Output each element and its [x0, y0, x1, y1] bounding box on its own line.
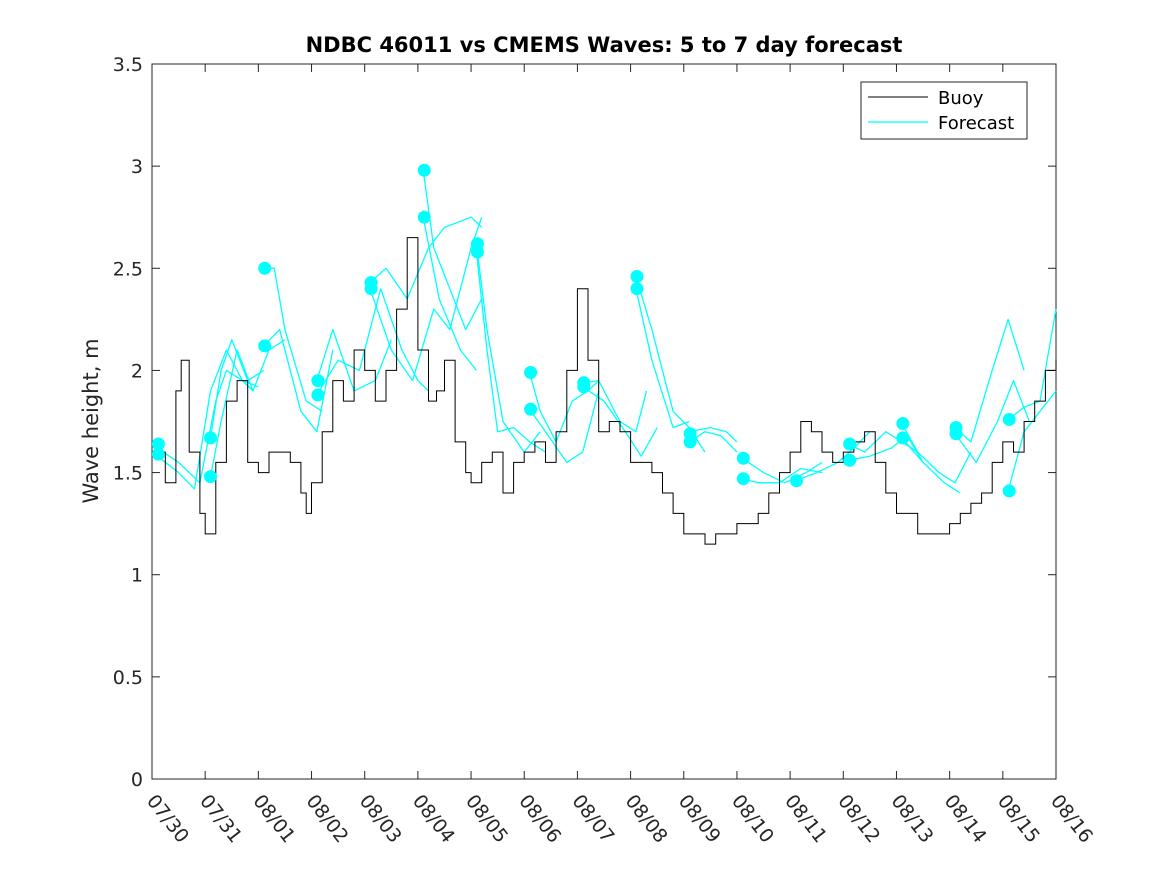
forecast-line — [369, 216, 483, 382]
x-tick-label: 08/09 — [674, 791, 725, 848]
forecast-start-marker — [843, 437, 857, 451]
forecast-line — [316, 288, 429, 396]
forecast-line — [901, 423, 972, 484]
forecast-start-marker — [736, 451, 750, 465]
forecast-line — [209, 339, 265, 438]
x-tick-label: 08/01 — [248, 791, 299, 848]
forecast-line — [848, 435, 924, 463]
forecast-line — [263, 328, 334, 433]
x-tick-label: 08/02 — [302, 791, 353, 848]
forecast-start-marker — [417, 163, 431, 177]
x-tick-label: 08/06 — [514, 791, 565, 848]
forecast-line — [688, 426, 738, 443]
forecast-start-marker — [524, 402, 538, 416]
y-tick-label: 0.5 — [113, 667, 143, 689]
forecast-start-marker — [524, 365, 538, 379]
legend-forecast-label: Forecast — [938, 113, 1014, 134]
y-tick-label: 1.5 — [113, 463, 143, 485]
forecast-line — [1007, 308, 1057, 421]
forecast-start-marker — [683, 435, 697, 449]
forecast-line — [954, 318, 1025, 443]
forecast-start-marker — [417, 210, 431, 224]
x-tick-label: 08/11 — [780, 791, 831, 848]
forecast-start-marker — [896, 417, 910, 431]
forecast-start-marker — [843, 453, 857, 467]
forecast-line — [741, 457, 823, 484]
forecast-series — [156, 170, 1057, 494]
forecast-start-marker — [203, 470, 217, 484]
forecast-line — [901, 437, 961, 494]
x-tick-label: 08/15 — [993, 791, 1044, 848]
forecast-line — [422, 217, 477, 371]
y-tick-label: 3.5 — [113, 54, 143, 76]
forecast-line — [422, 170, 483, 331]
x-tick-label: 08/04 — [408, 791, 459, 848]
forecast-line — [848, 431, 919, 453]
y-tick-label: 3 — [131, 156, 143, 178]
forecast-start-marker — [364, 282, 378, 296]
y-axis: 0 0.5 1 1.5 2 2.5 3 3.5 — [113, 54, 1056, 791]
forecast-start-marker — [577, 380, 591, 394]
forecast-start-marker — [151, 447, 165, 461]
buoy-series — [152, 237, 1057, 545]
forecast-start-marker — [258, 261, 272, 275]
forecast-start-marker — [311, 374, 325, 388]
forecast-line — [529, 390, 600, 464]
legend-box — [860, 81, 1028, 140]
forecast-start-marker — [470, 245, 484, 259]
forecast-start-marker — [258, 339, 272, 353]
forecast-line — [688, 431, 738, 453]
forecast-start-marker — [1002, 412, 1016, 426]
forecast-line — [209, 339, 286, 477]
forecast-line — [475, 251, 546, 453]
forecast-start-marker — [203, 431, 217, 445]
forecast-start-marker — [311, 388, 325, 402]
forecast-start-marker — [151, 437, 165, 451]
forecast-start-marker — [736, 472, 750, 486]
x-tick-label: 07/31 — [195, 791, 246, 848]
y-tick-label: 1 — [131, 565, 143, 587]
x-tick-label: 07/30 — [142, 791, 193, 848]
forecast-start-marker — [949, 427, 963, 441]
x-tick-label: 08/10 — [727, 791, 778, 848]
y-tick-label: 0 — [131, 769, 143, 791]
x-tick-label: 08/08 — [621, 791, 672, 848]
forecast-markers — [151, 163, 1016, 498]
forecast-start-marker — [630, 269, 644, 283]
forecast-start-marker — [896, 431, 910, 445]
forecast-line — [635, 288, 690, 429]
forecast-start-marker — [1002, 484, 1016, 498]
x-tick-label: 08/03 — [355, 791, 406, 848]
x-tick-label: 08/13 — [887, 791, 938, 848]
y-tick-label: 2 — [131, 360, 143, 382]
y-axis-label: Wave height, m — [79, 338, 103, 503]
x-tick-label: 08/12 — [833, 791, 884, 848]
x-tick-label: 08/07 — [567, 791, 618, 848]
forecast-line — [369, 216, 483, 300]
forecast-line — [475, 243, 541, 453]
buoy-line — [152, 237, 1057, 545]
x-tick-label: 08/16 — [1046, 791, 1097, 848]
legend-buoy-label: Buoy — [938, 88, 984, 109]
y-tick-label: 2.5 — [113, 258, 143, 280]
forecast-start-marker — [630, 282, 644, 296]
legend: Buoy Forecast — [860, 81, 1028, 140]
x-tick-label: 08/05 — [461, 791, 512, 848]
x-tick-label: 08/14 — [940, 791, 991, 848]
chart-title: NDBC 46011 vs CMEMS Waves: 5 to 7 day fo… — [306, 33, 903, 57]
plot-area — [151, 63, 1057, 780]
forecast-start-marker — [789, 474, 803, 488]
forecast-line — [954, 379, 1031, 464]
